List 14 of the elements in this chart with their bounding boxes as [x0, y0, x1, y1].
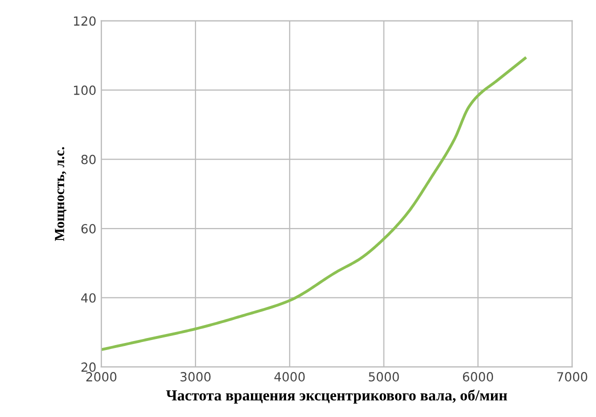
y-tick-label: 20 [81, 362, 96, 372]
y-axis-title: Мощность, л.с. [54, 147, 66, 242]
x-axis-title: Частота вращения эксцентрикового вала, об/мин [166, 389, 508, 404]
y-tick-label: 60 [81, 224, 96, 234]
x-tick-label: 7000 [557, 372, 588, 382]
y-tick-label: 40 [81, 293, 96, 303]
x-tick-label: 4000 [274, 372, 305, 382]
x-tick-label: 6000 [462, 372, 494, 382]
x-tick-label: 5000 [368, 372, 399, 382]
x-tick-label: 2000 [86, 372, 116, 382]
y-tick-label: 100 [74, 86, 96, 95]
y-tick-label: 80 [81, 154, 96, 164]
y-tick-label: 120 [74, 16, 96, 26]
x-tick-label: 3000 [180, 372, 211, 382]
